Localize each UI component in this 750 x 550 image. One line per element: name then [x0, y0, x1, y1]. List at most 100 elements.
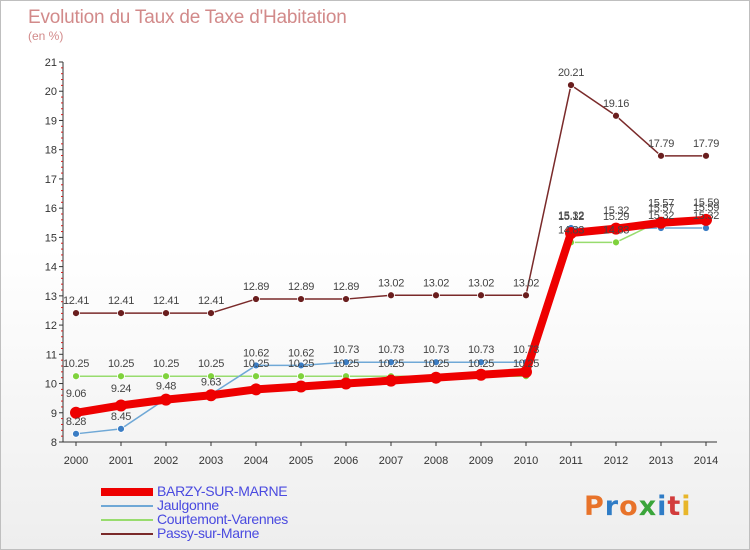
x-tick-label: 2006 — [334, 455, 358, 467]
legend-swatch — [101, 533, 153, 535]
data-label: 8.45 — [111, 411, 131, 423]
data-label: 17.79 — [648, 138, 674, 150]
y-tick-label: 9 — [51, 408, 57, 420]
y-tick-label: 20 — [45, 86, 57, 98]
data-label: 15.32 — [693, 210, 719, 222]
data-point — [610, 222, 622, 235]
data-point — [700, 213, 712, 226]
data-label: 15.32 — [648, 210, 674, 222]
y-tick-label: 13 — [45, 291, 57, 303]
data-annotation: 15.32 — [603, 205, 629, 217]
y-tick-label: 19 — [45, 115, 57, 127]
data-label: 10.25 — [288, 358, 314, 370]
y-tick-label: 11 — [46, 349, 57, 361]
legend-label: Passy-sur-Marne — [157, 525, 260, 541]
data-point — [612, 238, 620, 247]
data-label: 10.25 — [153, 358, 179, 370]
data-label: 10.25 — [513, 358, 539, 370]
data-point — [477, 291, 485, 300]
data-label: 10.73 — [333, 344, 359, 356]
y-tick-label: 16 — [45, 203, 57, 215]
x-tick-label: 2012 — [604, 455, 628, 467]
data-label: 12.41 — [198, 295, 224, 307]
data-label: 12.41 — [63, 295, 89, 307]
logo-letter: o — [619, 491, 639, 522]
data-label: 13.02 — [513, 277, 539, 289]
data-label: 14.83 — [558, 224, 584, 236]
data-label: 13.02 — [378, 277, 404, 289]
data-point — [297, 295, 305, 303]
logo-letter: x — [638, 491, 658, 522]
data-point — [70, 406, 82, 419]
legend-swatch — [101, 505, 153, 507]
data-label: 10.73 — [378, 344, 404, 356]
proxiti-logo: Proxiti — [584, 491, 692, 522]
data-label: 10.25 — [243, 358, 269, 370]
data-point — [520, 365, 532, 378]
y-tick-label: 10 — [45, 379, 57, 391]
data-label: 10.73 — [468, 344, 494, 356]
data-label: 10.62 — [243, 347, 269, 359]
data-point — [522, 291, 530, 300]
data-label: 10.73 — [513, 344, 539, 356]
data-annotation: 15.12 — [558, 211, 584, 223]
y-tick-label: 21 — [45, 57, 57, 69]
y-tick-label: 14 — [45, 262, 57, 274]
data-annotation: 15.57 — [648, 198, 674, 210]
data-label: 10.25 — [423, 358, 449, 370]
data-point — [252, 361, 260, 370]
y-tick-label: 18 — [45, 145, 57, 157]
data-point — [612, 111, 620, 120]
chart-title: Evolution du Taux de Taxe d'Habitation — [28, 7, 347, 28]
data-label: 13.02 — [423, 277, 449, 289]
data-label: 15.57 — [648, 203, 674, 215]
data-label: 10.25 — [108, 358, 134, 370]
chart-subtitle: (en %) — [28, 29, 64, 43]
data-point — [430, 371, 442, 384]
data-point — [252, 295, 260, 303]
data-label: 12.89 — [243, 281, 269, 293]
x-tick-label: 2014 — [694, 455, 718, 467]
legend-label: Jaulgonne — [157, 497, 219, 513]
data-point — [252, 372, 260, 381]
data-label: 10.25 — [468, 358, 494, 370]
x-tick-label: 2009 — [469, 455, 493, 467]
data-point — [387, 358, 395, 367]
data-point — [117, 309, 125, 317]
x-tick-label: 2000 — [64, 455, 88, 467]
x-tick-label: 2001 — [109, 455, 133, 467]
data-label: 20.21 — [558, 67, 584, 79]
data-label: 10.62 — [288, 347, 314, 359]
data-point — [72, 429, 80, 438]
data-label: 10.25 — [378, 358, 404, 370]
data-label: 17.79 — [693, 138, 719, 150]
data-point — [567, 81, 575, 89]
x-tick-label: 2002 — [154, 455, 178, 467]
data-point — [385, 374, 397, 387]
data-point — [297, 372, 305, 381]
data-label: 9.48 — [156, 381, 176, 393]
data-annotation: 9.24 — [111, 383, 131, 395]
data-point — [432, 291, 440, 300]
x-tick-label: 2011 — [559, 455, 583, 467]
x-tick-label: 2007 — [379, 455, 403, 467]
data-point — [565, 227, 577, 239]
data-point — [250, 383, 262, 396]
data-point — [655, 216, 667, 229]
y-tick-label: 17 — [45, 174, 57, 186]
y-tick-label: 8 — [51, 437, 57, 449]
data-point — [342, 358, 350, 367]
data-point — [340, 377, 352, 390]
x-tick-label: 2003 — [199, 455, 223, 467]
data-point — [342, 295, 350, 303]
legend-label: BARZY-SUR-MARNE — [157, 483, 288, 499]
data-point — [72, 372, 80, 381]
logo-letter: i — [657, 491, 668, 522]
data-label: 15.29 — [603, 211, 629, 223]
data-label: 15.59 — [693, 202, 719, 214]
data-label: 12.89 — [288, 281, 314, 293]
x-tick-label: 2013 — [649, 455, 673, 467]
data-label: 12.89 — [333, 281, 359, 293]
data-point — [117, 424, 125, 433]
